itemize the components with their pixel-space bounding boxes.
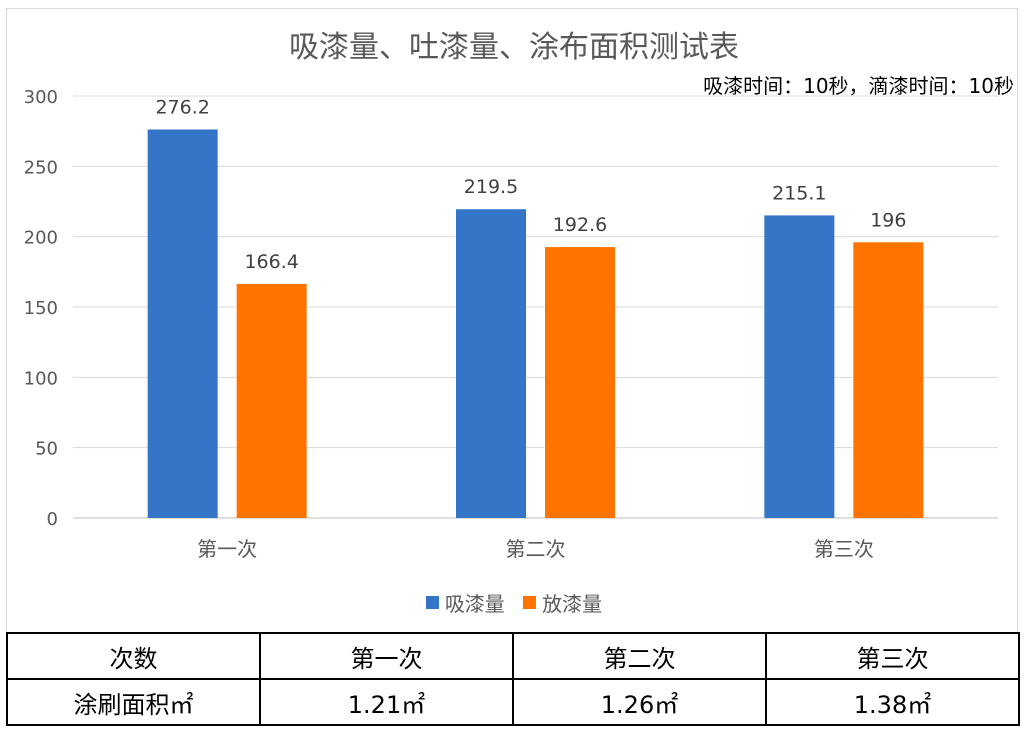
legend-swatch-series-2 — [523, 596, 537, 609]
table-header-cell: 第三次 — [765, 632, 1020, 680]
x-category-label: 第三次 — [814, 537, 874, 561]
legend-item-series-2: 放漆量 — [523, 588, 602, 617]
table-cell: 涂刷面积㎡ — [6, 678, 261, 726]
y-tick-label: 150 — [24, 298, 58, 319]
data-label: 276.2 — [155, 96, 209, 118]
table-row: 涂刷面积㎡ 1.21㎡ 1.26㎡ 1.38㎡ — [6, 678, 1020, 726]
y-tick-label: 0 — [47, 509, 58, 530]
chart-title: 吸漆量、吐漆量、涂布面积测试表 — [289, 30, 739, 65]
y-tick-label: 100 — [24, 368, 58, 389]
legend-label-series-2: 放漆量 — [542, 592, 603, 616]
table-header-cell: 次数 — [6, 632, 261, 680]
chart-subtitle: 吸漆时间：10秒，滴漆时间：10秒 — [703, 74, 1014, 98]
y-tick-label: 300 — [24, 87, 58, 108]
bar-1-2 — [456, 209, 526, 518]
data-label: 166.4 — [244, 251, 298, 273]
data-label: 219.5 — [464, 176, 518, 198]
chart-frame — [6, 8, 1018, 633]
x-category-label: 第一次 — [197, 537, 257, 561]
bar-1-1 — [147, 129, 218, 518]
bar-2-1 — [236, 283, 307, 518]
y-tick-label: 200 — [24, 228, 58, 249]
legend-label-series-1: 吸漆量 — [444, 592, 505, 616]
y-tick-label: 50 — [35, 439, 58, 460]
y-tick-label: 250 — [24, 157, 58, 178]
table-cell: 1.21㎡ — [259, 678, 514, 726]
x-category-label: 第二次 — [506, 537, 566, 561]
data-label: 196 — [870, 209, 906, 231]
legend: 吸漆量 放漆量 — [0, 588, 1028, 617]
table-cell: 1.38㎡ — [765, 678, 1020, 726]
data-label: 192.6 — [553, 214, 607, 236]
data-label: 215.1 — [772, 182, 826, 204]
legend-item-series-1: 吸漆量 — [425, 588, 505, 617]
table-header-cell: 第一次 — [259, 632, 514, 680]
table-cell: 1.26㎡ — [512, 678, 767, 726]
bar-2-2 — [545, 247, 615, 519]
bar-1-3 — [764, 215, 835, 518]
bar-chart: 0 50 100 150 200 250 300 276.2 166.4 第一次 219.5 192.… — [24, 87, 998, 561]
table-header-row: 次数 第一次 第二次 第三次 — [6, 632, 1020, 680]
legend-swatch-series-1 — [425, 596, 439, 609]
bar-2-3 — [853, 242, 924, 518]
coating-area-table: 次数 第一次 第二次 第三次 涂刷面积㎡ 1.21㎡ 1.26㎡ 1.38㎡ — [6, 632, 1020, 726]
table-header-cell: 第二次 — [512, 632, 767, 680]
